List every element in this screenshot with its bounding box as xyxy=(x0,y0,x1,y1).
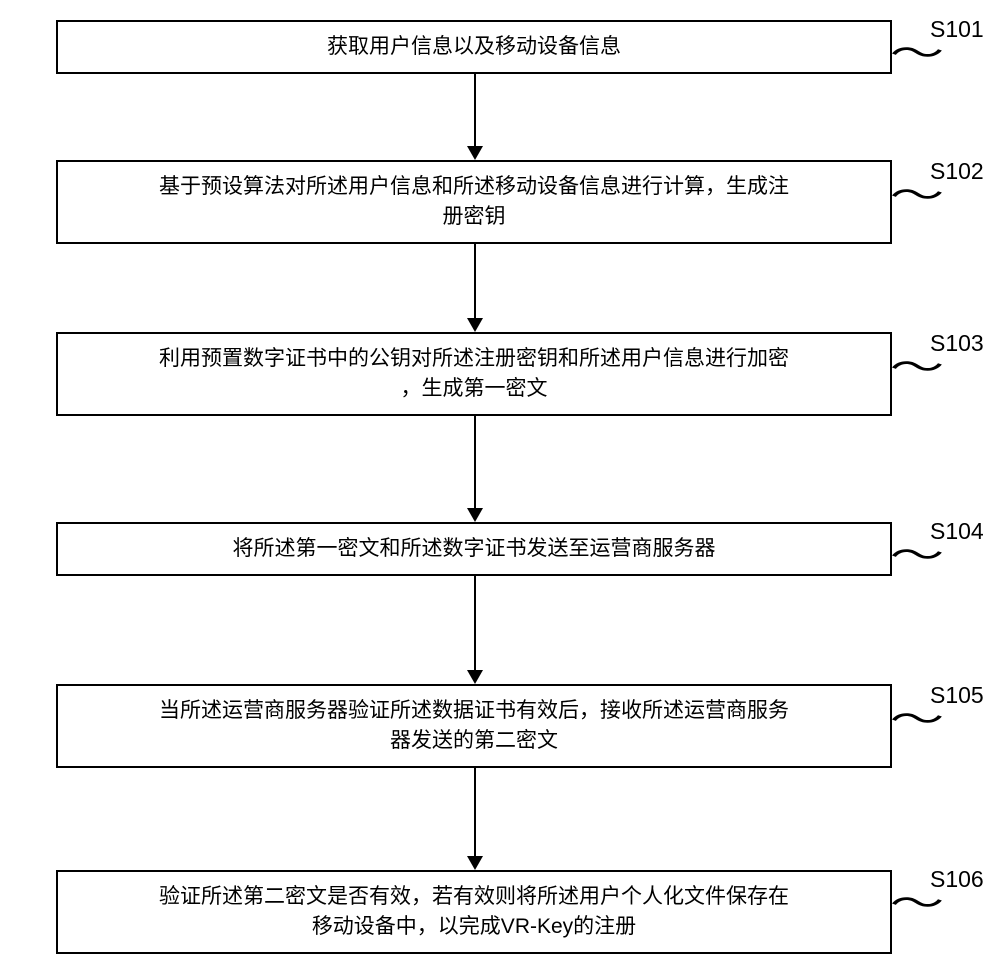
step-label-2: S102 xyxy=(930,158,984,185)
step-tilde-1: 〜 xyxy=(890,38,944,72)
flow-node-5-text: 当所述运营商服务器验证所述数据证书有效后，接收所述运营商服务 器发送的第二密文 xyxy=(159,696,789,757)
flow-node-3-text: 利用预置数字证书中的公钥对所述注册密钥和所述用户信息进行加密 ，生成第一密文 xyxy=(159,344,789,405)
step-label-6: S106 xyxy=(930,866,984,893)
step-tilde-4: 〜 xyxy=(890,540,944,574)
step-tilde-2: 〜 xyxy=(890,180,944,214)
flow-node-3: 利用预置数字证书中的公钥对所述注册密钥和所述用户信息进行加密 ，生成第一密文 xyxy=(56,332,892,416)
step-label-1: S101 xyxy=(930,16,984,43)
flow-node-6: 验证所述第二密文是否有效，若有效则将所述用户个人化文件保存在 移动设备中，以完成… xyxy=(56,870,892,954)
step-tilde-6: 〜 xyxy=(890,888,944,922)
flow-node-1: 获取用户信息以及移动设备信息 xyxy=(56,20,892,74)
flow-arrow-3 xyxy=(474,416,476,522)
step-tilde-3: 〜 xyxy=(890,352,944,386)
flow-arrow-1 xyxy=(474,74,476,160)
step-label-5: S105 xyxy=(930,682,984,709)
flow-arrow-5 xyxy=(474,768,476,870)
flow-node-4: 将所述第一密文和所述数字证书发送至运营商服务器 xyxy=(56,522,892,576)
flow-node-4-text: 将所述第一密文和所述数字证书发送至运营商服务器 xyxy=(233,534,716,564)
flow-node-1-text: 获取用户信息以及移动设备信息 xyxy=(327,32,621,62)
flow-node-6-text: 验证所述第二密文是否有效，若有效则将所述用户个人化文件保存在 移动设备中，以完成… xyxy=(159,882,789,943)
step-tilde-5: 〜 xyxy=(890,704,944,738)
flow-node-2: 基于预设算法对所述用户信息和所述移动设备信息进行计算，生成注 册密钥 xyxy=(56,160,892,244)
step-label-3: S103 xyxy=(930,330,984,357)
flow-node-2-text: 基于预设算法对所述用户信息和所述移动设备信息进行计算，生成注 册密钥 xyxy=(159,172,789,233)
step-label-4: S104 xyxy=(930,518,984,545)
flow-arrow-4 xyxy=(474,576,476,684)
flow-arrow-2 xyxy=(474,244,476,332)
flowchart-canvas: 获取用户信息以及移动设备信息 〜 S101 基于预设算法对所述用户信息和所述移动… xyxy=(0,0,1000,980)
flow-node-5: 当所述运营商服务器验证所述数据证书有效后，接收所述运营商服务 器发送的第二密文 xyxy=(56,684,892,768)
